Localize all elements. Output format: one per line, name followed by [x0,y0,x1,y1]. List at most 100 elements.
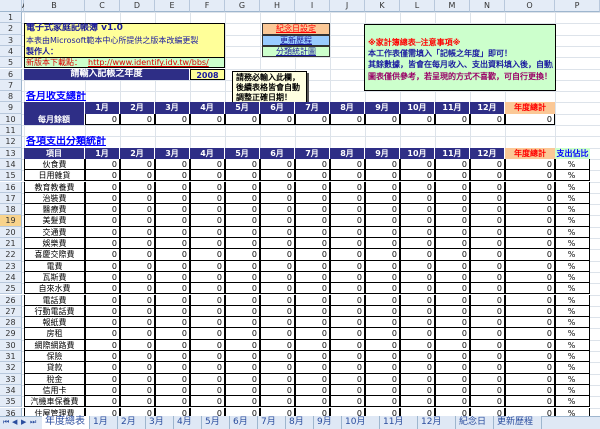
expense-cell[interactable]: 0 [225,226,260,238]
row-header-20[interactable]: 20 [0,226,22,238]
expense-total-cell[interactable]: 0 [505,339,555,351]
expense-cell[interactable]: 0 [260,204,295,216]
expense-cell[interactable]: 0 [435,238,470,250]
expense-cell[interactable]: 0 [85,373,120,385]
expense-cell[interactable]: 0 [120,283,155,295]
expense-cell[interactable]: 0 [295,294,330,306]
expense-cell[interactable]: 0 [435,249,470,261]
row-header-29[interactable]: 29 [0,328,22,340]
expense-cell[interactable]: 0 [365,181,400,193]
expense-cell[interactable]: 0 [225,305,260,318]
expense-cell[interactable]: 0 [330,283,365,295]
expense-cell[interactable]: 0 [330,215,365,227]
expense-cell[interactable]: 0 [470,215,505,227]
expense-cell[interactable]: 0 [365,339,400,351]
expense-cell[interactable]: 0 [85,215,120,227]
expense-cell[interactable]: 0 [155,283,190,295]
expense-cell[interactable]: 0 [190,260,225,272]
row-header-33[interactable]: 33 [0,373,22,385]
row-header-10[interactable]: 10 [0,113,22,125]
row-header-18[interactable]: 18 [0,204,22,216]
expense-cell[interactable]: 0 [225,396,260,408]
ratio-cell[interactable]: % [555,283,590,295]
expense-cell[interactable]: 0 [330,339,365,351]
expense-cell[interactable]: 0 [120,294,155,306]
expense-cell[interactable]: 0 [225,260,260,272]
row-header-4[interactable]: 4 [0,45,22,58]
ratio-cell[interactable]: % [555,384,590,397]
expense-cell[interactable]: 0 [260,181,295,193]
expense-cell[interactable]: 0 [470,170,505,182]
expense-cell[interactable]: 0 [85,158,120,171]
expense-cell[interactable]: 0 [85,249,120,261]
expense-total-cell[interactable]: 0 [505,204,555,216]
ratio-cell[interactable]: % [555,238,590,250]
expense-cell[interactable]: 0 [470,249,505,261]
expense-cell[interactable]: 0 [330,271,365,284]
row-header-16[interactable]: 16 [0,181,22,193]
expense-cell[interactable]: 0 [470,158,505,171]
expense-cell[interactable]: 0 [155,249,190,261]
row-header-5[interactable]: 5 [0,57,22,69]
expense-total-cell[interactable]: 0 [505,226,555,238]
expense-cell[interactable]: 0 [470,271,505,284]
expense-cell[interactable]: 0 [295,249,330,261]
ratio-cell[interactable]: % [555,373,590,385]
column-header-D[interactable]: D [120,0,155,12]
expense-cell[interactable]: 0 [365,204,400,216]
expense-cell[interactable]: 0 [260,317,295,329]
expense-cell[interactable]: 0 [330,226,365,238]
expense-cell[interactable]: 0 [260,328,295,340]
monthly-balance-6[interactable]: 0 [260,113,295,125]
expense-cell[interactable]: 0 [120,384,155,397]
expense-cell[interactable]: 0 [120,362,155,374]
row-header-28[interactable]: 28 [0,317,22,329]
expense-cell[interactable]: 0 [435,260,470,272]
monthly-balance-1[interactable]: 0 [85,113,120,125]
expense-total-cell[interactable]: 0 [505,271,555,284]
expense-cell[interactable]: 0 [295,317,330,329]
expense-cell[interactable]: 0 [85,283,120,295]
expense-cell[interactable]: 0 [470,351,505,363]
expense-cell[interactable]: 0 [190,271,225,284]
monthly-balance-8[interactable]: 0 [330,113,365,125]
expense-cell[interactable]: 0 [400,339,435,351]
expense-cell[interactable]: 0 [120,328,155,340]
expense-cell[interactable]: 0 [260,238,295,250]
ratio-cell[interactable]: % [555,305,590,318]
expense-cell[interactable]: 0 [400,305,435,318]
row-header-8[interactable]: 8 [0,91,22,103]
expense-cell[interactable]: 0 [365,238,400,250]
expense-cell[interactable]: 0 [225,158,260,171]
sheet-tab-6[interactable]: 6月 [230,416,258,429]
expense-cell[interactable]: 0 [435,373,470,385]
expense-cell[interactable]: 0 [295,260,330,272]
expense-cell[interactable]: 0 [260,362,295,374]
expense-cell[interactable]: 0 [400,328,435,340]
expense-cell[interactable]: 0 [295,362,330,374]
expense-total-cell[interactable]: 0 [505,170,555,182]
expense-cell[interactable]: 0 [155,181,190,193]
expense-cell[interactable]: 0 [155,328,190,340]
expense-cell[interactable]: 0 [85,305,120,318]
expense-cell[interactable]: 0 [260,158,295,171]
row-header-11[interactable]: 11 [0,125,22,137]
expense-cell[interactable]: 0 [435,396,470,408]
expense-cell[interactable]: 0 [85,351,120,363]
expense-total-cell[interactable]: 0 [505,362,555,374]
tab-scroll-next-icon[interactable]: ▶ [21,418,27,426]
expense-cell[interactable]: 0 [400,238,435,250]
row-header-1[interactable]: 1 [0,12,22,24]
sheet-tab-0[interactable]: 年度總表 [42,416,90,429]
expense-cell[interactable]: 0 [295,204,330,216]
select-all-corner[interactable] [0,0,22,12]
expense-cell[interactable]: 0 [295,339,330,351]
expense-cell[interactable]: 0 [470,362,505,374]
expense-cell[interactable]: 0 [155,192,190,205]
expense-cell[interactable]: 0 [400,294,435,306]
sheet-tab-1[interactable]: 1月 [90,416,118,429]
expense-cell[interactable]: 0 [435,204,470,216]
sheet-tab-13[interactable]: 紀念日 [456,416,494,429]
expense-cell[interactable]: 0 [155,396,190,408]
expense-cell[interactable]: 0 [365,192,400,205]
